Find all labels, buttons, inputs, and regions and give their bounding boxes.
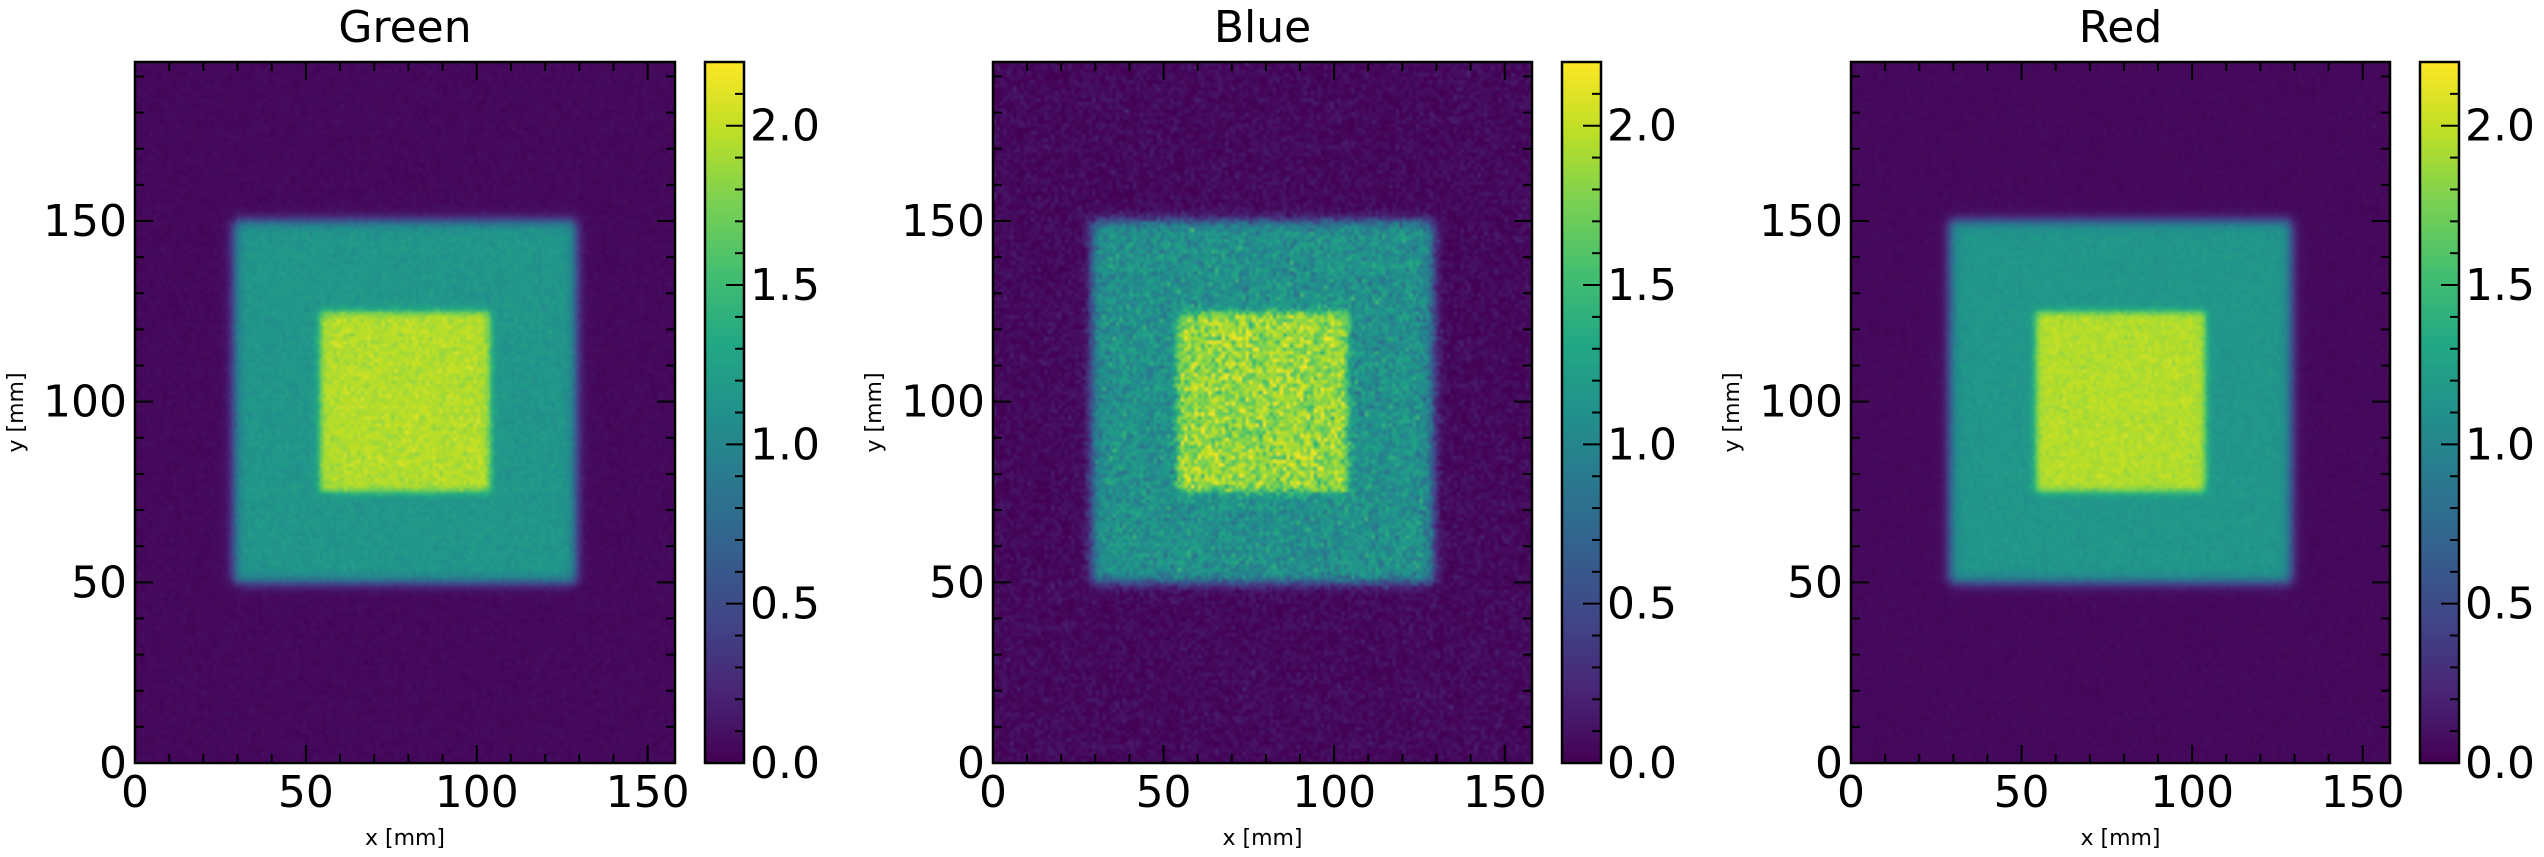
y-axis-label: y [mm] — [1720, 372, 1745, 452]
colorbar-tick-label: 0.0 — [1607, 738, 1677, 789]
y-tick-label: 100 — [901, 377, 985, 428]
y-tick-label: 50 — [1787, 557, 1843, 608]
x-tick-label: 0 — [121, 767, 149, 818]
colorbar-tick-label: 0.0 — [750, 738, 820, 789]
x-tick-label: 150 — [1463, 767, 1547, 818]
colorbar-tick-label: 0.5 — [2465, 579, 2535, 630]
colorbar-tick-label: 1.5 — [2465, 260, 2535, 311]
heatmap-image — [135, 62, 675, 763]
heatmap-image — [1851, 62, 2390, 763]
x-tick-label: 0 — [1837, 767, 1865, 818]
panel-title: Red — [2079, 2, 2163, 53]
x-tick-label: 100 — [2150, 767, 2234, 818]
x-tick-label: 100 — [1292, 767, 1376, 818]
x-axis-label: x [mm] — [1222, 826, 1302, 851]
x-tick-label: 0 — [979, 767, 1007, 818]
y-axis-label: y [mm] — [862, 372, 887, 452]
colorbar-tick-label: 1.0 — [2465, 419, 2535, 470]
colorbar-tick-label: 1.0 — [1607, 419, 1677, 470]
colorbar-tick-label: 0.5 — [750, 579, 820, 630]
panel-title: Blue — [1214, 2, 1311, 53]
y-tick-label: 100 — [1759, 377, 1843, 428]
colorbar: 0.0 0.5 1.0 1.5 2.0 — [2418, 60, 2535, 789]
colorbar-tick-label: 2.0 — [750, 101, 820, 152]
colorbar-tick-label: 0.5 — [1607, 579, 1677, 630]
y-tick-label: 0 — [1815, 738, 1843, 789]
y-tick-label: 50 — [929, 557, 985, 608]
x-tick-label: 50 — [1136, 767, 1192, 818]
colorbar-tick-label: 1.5 — [1607, 260, 1677, 311]
colorbar: 0.0 0.5 1.0 1.5 2.0 — [1560, 60, 1677, 789]
axes-frame — [1849, 60, 2392, 765]
chart-panel-blue: 0 50 100 150 0 50 100 150 Blue x [mm] y [mm] 0.0 0.5… — [862, 2, 1677, 851]
y-tick-label: 0 — [957, 738, 985, 789]
x-axis-label: x [mm] — [365, 826, 445, 851]
colorbar-tick-label: 1.5 — [750, 260, 820, 311]
x-tick-label: 100 — [435, 767, 519, 818]
y-tick-label: 150 — [1759, 196, 1843, 247]
y-axis-label: y [mm] — [4, 372, 29, 452]
chart-panel-red: 0 50 100 150 0 50 100 150 Red x [mm] y [mm] 0.0 0.5 1… — [1720, 2, 2535, 851]
colorbar-tick-label: 2.0 — [2465, 101, 2535, 152]
colorbar-tick-label: 2.0 — [1607, 101, 1677, 152]
x-tick-label: 150 — [606, 767, 690, 818]
axes-frame — [991, 60, 1534, 765]
colorbar: 0.0 0.5 1.0 1.5 2.0 — [703, 60, 820, 789]
heatmap-image — [993, 62, 1532, 763]
axes-frame — [133, 60, 677, 765]
colorbar-tick-label: 0.0 — [2465, 738, 2535, 789]
y-tick-label: 0 — [99, 738, 127, 789]
x-axis-label: x [mm] — [2080, 826, 2160, 851]
panel-title: Green — [338, 2, 471, 53]
y-tick-label: 150 — [901, 196, 985, 247]
x-tick-label: 50 — [1994, 767, 2050, 818]
x-tick-label: 50 — [278, 767, 334, 818]
y-tick-label: 50 — [71, 557, 127, 608]
colorbar-tick-label: 1.0 — [750, 419, 820, 470]
x-tick-label: 150 — [2321, 767, 2405, 818]
y-tick-label: 150 — [43, 196, 127, 247]
y-tick-label: 100 — [43, 377, 127, 428]
